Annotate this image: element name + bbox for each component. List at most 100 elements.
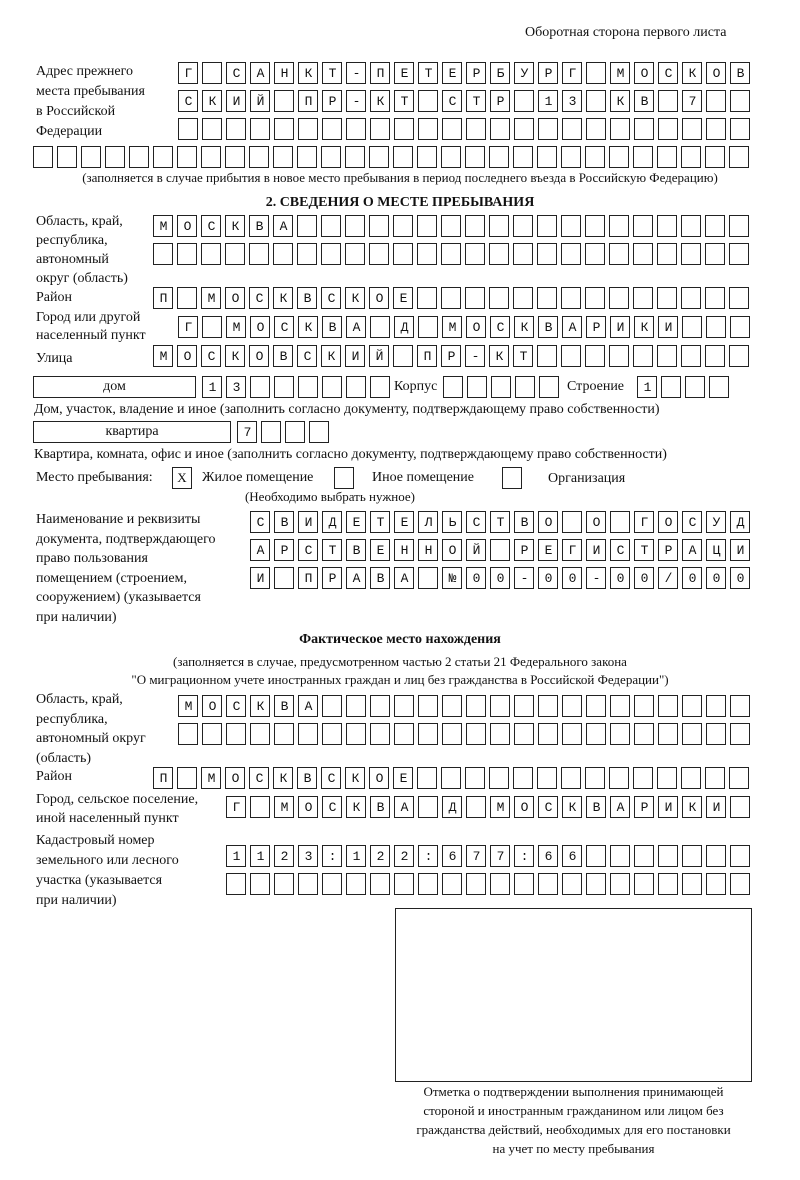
char-box[interactable] bbox=[298, 316, 318, 338]
char-box[interactable] bbox=[273, 215, 293, 237]
char-box[interactable] bbox=[250, 695, 270, 717]
char-box[interactable] bbox=[586, 316, 606, 338]
char-box[interactable] bbox=[346, 873, 366, 895]
char-box[interactable] bbox=[609, 767, 629, 789]
char-box[interactable] bbox=[274, 567, 294, 589]
char-box[interactable] bbox=[250, 118, 270, 140]
char-box[interactable] bbox=[178, 316, 198, 338]
char-box[interactable] bbox=[467, 376, 487, 398]
char-box[interactable] bbox=[730, 316, 750, 338]
char-box[interactable] bbox=[682, 90, 702, 112]
char-box[interactable] bbox=[370, 695, 390, 717]
char-box[interactable] bbox=[370, 796, 390, 818]
char-box[interactable] bbox=[394, 695, 414, 717]
char-box[interactable] bbox=[442, 118, 462, 140]
char-box[interactable] bbox=[729, 146, 749, 168]
char-box[interactable] bbox=[490, 118, 510, 140]
char-box[interactable] bbox=[514, 90, 534, 112]
char-box[interactable] bbox=[490, 511, 510, 533]
char-box[interactable] bbox=[298, 723, 318, 745]
char-box[interactable] bbox=[585, 767, 605, 789]
char-box[interactable] bbox=[441, 287, 461, 309]
char-box[interactable] bbox=[634, 118, 654, 140]
char-box[interactable] bbox=[490, 723, 510, 745]
char-box[interactable] bbox=[346, 695, 366, 717]
char-box[interactable] bbox=[33, 146, 53, 168]
char-box[interactable] bbox=[681, 146, 701, 168]
char-box[interactable] bbox=[297, 287, 317, 309]
char-box[interactable] bbox=[177, 243, 197, 265]
char-box[interactable] bbox=[274, 796, 294, 818]
char-box[interactable] bbox=[201, 767, 221, 789]
char-box[interactable] bbox=[490, 796, 510, 818]
char-box[interactable] bbox=[441, 243, 461, 265]
char-box[interactable] bbox=[394, 873, 414, 895]
char-box[interactable] bbox=[633, 146, 653, 168]
char-box[interactable] bbox=[321, 287, 341, 309]
char-box[interactable] bbox=[609, 243, 629, 265]
char-box[interactable] bbox=[706, 567, 726, 589]
char-box[interactable] bbox=[562, 796, 582, 818]
char-box[interactable] bbox=[274, 376, 294, 398]
char-box[interactable] bbox=[322, 845, 342, 867]
char-box[interactable] bbox=[298, 376, 318, 398]
char-box[interactable] bbox=[369, 767, 389, 789]
char-box[interactable] bbox=[250, 567, 270, 589]
char-box[interactable] bbox=[730, 539, 750, 561]
char-box[interactable] bbox=[465, 287, 485, 309]
char-box[interactable] bbox=[586, 845, 606, 867]
char-box[interactable] bbox=[682, 62, 702, 84]
char-box[interactable] bbox=[489, 215, 509, 237]
char-box[interactable] bbox=[705, 345, 725, 367]
char-box[interactable] bbox=[633, 767, 653, 789]
char-box[interactable] bbox=[586, 873, 606, 895]
char-box[interactable] bbox=[729, 345, 749, 367]
char-box[interactable] bbox=[658, 511, 678, 533]
char-box[interactable] bbox=[202, 376, 222, 398]
char-box[interactable] bbox=[730, 118, 750, 140]
char-box[interactable] bbox=[706, 845, 726, 867]
char-box[interactable] bbox=[562, 723, 582, 745]
char-box[interactable] bbox=[706, 62, 726, 84]
char-box[interactable] bbox=[709, 376, 729, 398]
char-box[interactable] bbox=[321, 243, 341, 265]
char-box[interactable] bbox=[201, 287, 221, 309]
char-box[interactable] bbox=[418, 873, 438, 895]
char-box[interactable] bbox=[225, 215, 245, 237]
char-box[interactable] bbox=[345, 146, 365, 168]
char-box[interactable] bbox=[369, 215, 389, 237]
char-box[interactable] bbox=[273, 345, 293, 367]
char-box[interactable] bbox=[370, 62, 390, 84]
char-box[interactable] bbox=[321, 767, 341, 789]
char-box[interactable] bbox=[658, 118, 678, 140]
char-box[interactable] bbox=[393, 767, 413, 789]
char-box[interactable] bbox=[537, 287, 557, 309]
char-box[interactable] bbox=[562, 511, 582, 533]
char-box[interactable] bbox=[610, 845, 630, 867]
char-box[interactable] bbox=[178, 723, 198, 745]
char-box[interactable] bbox=[273, 767, 293, 789]
char-box[interactable] bbox=[345, 287, 365, 309]
char-box[interactable] bbox=[417, 146, 437, 168]
char-box[interactable] bbox=[466, 873, 486, 895]
char-box[interactable] bbox=[539, 376, 559, 398]
char-box[interactable] bbox=[346, 118, 366, 140]
char-box[interactable] bbox=[537, 767, 557, 789]
char-box[interactable] bbox=[730, 796, 750, 818]
char-box[interactable] bbox=[322, 695, 342, 717]
char-box[interactable] bbox=[322, 539, 342, 561]
char-box[interactable] bbox=[345, 215, 365, 237]
char-box[interactable] bbox=[346, 376, 366, 398]
char-box[interactable] bbox=[561, 345, 581, 367]
char-box[interactable] bbox=[298, 695, 318, 717]
char-box[interactable] bbox=[322, 376, 342, 398]
char-box[interactable] bbox=[274, 873, 294, 895]
char-box[interactable] bbox=[466, 796, 486, 818]
char-box[interactable] bbox=[633, 287, 653, 309]
char-box[interactable] bbox=[393, 287, 413, 309]
char-box[interactable] bbox=[394, 845, 414, 867]
char-box[interactable] bbox=[442, 796, 462, 818]
char-box[interactable] bbox=[610, 796, 630, 818]
char-box[interactable] bbox=[682, 845, 702, 867]
char-box[interactable] bbox=[393, 215, 413, 237]
